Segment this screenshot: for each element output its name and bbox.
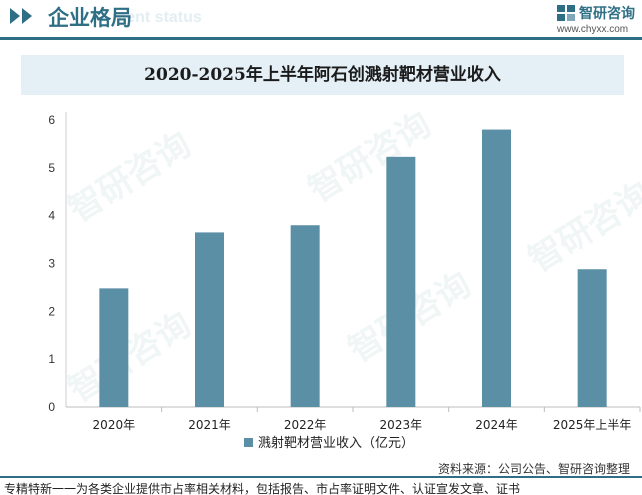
header-mark-icon: [10, 8, 32, 24]
legend-swatch: [244, 438, 253, 447]
y-tick-label: 5: [48, 161, 55, 175]
chart-title: 2020-2025年上半年阿石创溅射靶材营业收入: [144, 65, 501, 85]
chart-title-band: 2020-2025年上半年阿石创溅射靶材营业收入: [21, 55, 624, 95]
bar: [99, 288, 129, 407]
x-tick-label: 2022年: [284, 418, 327, 432]
x-tick-label: 2024年: [475, 418, 518, 432]
x-tick-label: 2023年: [380, 418, 423, 432]
page-title: 企业格局: [48, 6, 132, 30]
y-tick-label: 2: [48, 304, 55, 318]
header: ment status 企业格局 智研咨询 www.chyxx.com: [0, 0, 642, 42]
bar: [482, 129, 511, 408]
bar: [290, 225, 320, 407]
footer-note: 专精特新一一为各类企业提供市占率相关材料，包括报告、市占率证明文件、认证宣发文章…: [4, 482, 521, 495]
y-tick-label: 1: [48, 352, 55, 366]
brand-name: 智研咨询: [579, 6, 635, 22]
y-tick-label: 0: [48, 400, 55, 414]
header-divider: [0, 37, 642, 40]
header-ghost-text: ment status: [112, 9, 202, 26]
x-tick-label: 2021年: [188, 418, 231, 432]
bar: [386, 156, 416, 407]
bar: [577, 269, 607, 407]
bar-chart: 0 1 2 3 4 5 6 2020年 2021年 2022年 2023年 2024年 2025年上半年…: [48, 112, 641, 451]
x-tick-label: 2020年: [93, 418, 136, 432]
footer-divider: [0, 476, 642, 478]
source-note: 资料来源：公司公告、智研咨询整理: [437, 462, 630, 476]
y-tick-label: 4: [48, 209, 55, 223]
bar: [195, 232, 224, 407]
y-tick-label: 3: [48, 257, 55, 271]
x-tick-label: 2025年上半年: [553, 418, 632, 432]
legend-label: 溅射靶材营业收入（亿元）: [258, 435, 414, 451]
brand-url: www.chyxx.com: [557, 24, 629, 35]
brand-logo-icon: [557, 5, 575, 21]
y-tick-label: 6: [48, 113, 55, 127]
